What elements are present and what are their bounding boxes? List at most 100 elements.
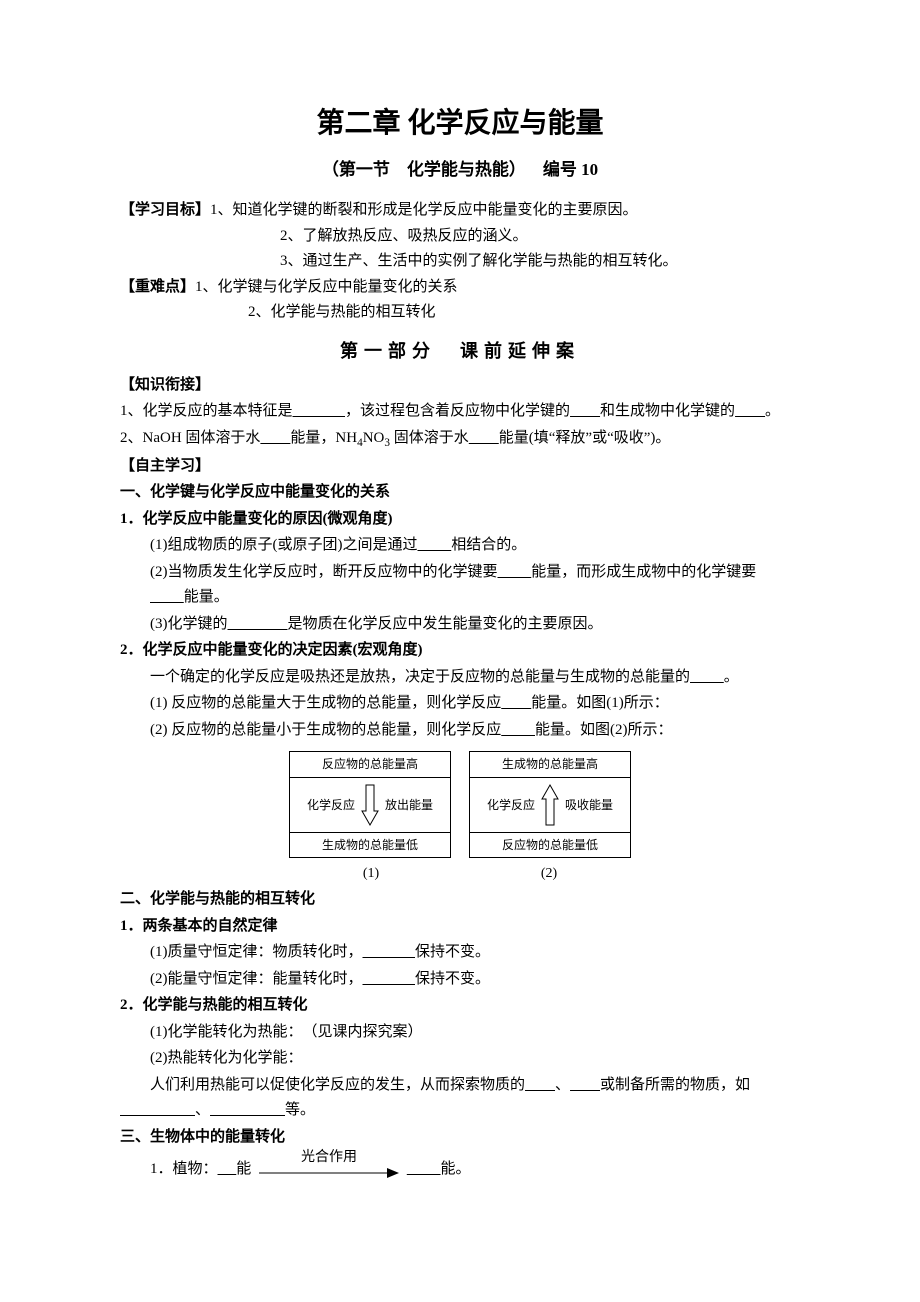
- q1-b: ，该过程包含着反应物中化学键的: [345, 403, 570, 419]
- subtitle-row: （第一节 化学能与热能） 编号 10: [120, 156, 800, 185]
- arrow-down-icon: [361, 783, 379, 827]
- q2-d: 能量(填“释放”或“吸收”)。: [499, 430, 671, 446]
- sec2-head: 二、化学能与热能的相互转化: [120, 887, 800, 913]
- diagram-1: 反应物的总能量高 化学反应 放出能量 生成物的总能量低: [289, 751, 451, 858]
- blank: [735, 403, 765, 419]
- p1-1b: 相结合的。: [451, 537, 526, 553]
- d1-right: 放出能量: [385, 795, 433, 815]
- conv1: (1)化学能转化为热能： （见课内探究案）: [120, 1020, 800, 1046]
- diagram-2: 生成物的总能量高 化学反应 吸收能量 反应物的总能量低: [469, 751, 631, 858]
- conv-txt: 人们利用热能可以促使化学反应的发生，从而探索物质的 、 或制备所需的物质，如 、…: [120, 1073, 800, 1124]
- p2-1a: (1) 反应物的总能量大于生成物的总能量，则化学反应: [150, 695, 501, 711]
- p1-1a: (1)组成物质的原子(或原子团)之间是通过: [150, 537, 417, 553]
- p1-3a: (3)化学键的: [150, 616, 228, 632]
- conv-txt-e: 等。: [285, 1102, 315, 1118]
- p1-3: (3)化学键的 是物质在化学反应中发生能量变化的主要原因。: [120, 612, 800, 638]
- p2-2: (2) 反应物的总能量小于生成物的总能量，则化学反应 能量。如图(2)所示：: [120, 718, 800, 744]
- conv-txt-b: 、: [555, 1077, 570, 1093]
- blank: [120, 1102, 195, 1118]
- bio-a: 1．植物：: [150, 1161, 218, 1177]
- blank: [469, 430, 499, 446]
- goal-2: 2、了解放热反应、吸热反应的涵义。: [120, 224, 800, 250]
- bio-line: 1．植物： 能 光合作用 能。: [120, 1151, 800, 1189]
- p2-2b: 能量。如图(2)所示：: [535, 722, 673, 738]
- blank: [690, 669, 724, 685]
- diagram-labels: (1) (2): [120, 862, 800, 886]
- d2-label: (2): [469, 862, 629, 886]
- blank: [293, 403, 346, 419]
- p2-1b: 能量。如图(1)所示：: [531, 695, 669, 711]
- bio-c: 能。: [441, 1161, 471, 1177]
- p2-txt-a: 一个确定的化学反应是吸热还是放热，决定于反应物的总能量与生成物的总能量的: [150, 669, 690, 685]
- blank: [501, 722, 535, 738]
- d2-top: 生成物的总能量高: [470, 752, 630, 777]
- blank: [570, 1077, 600, 1093]
- learning-goals: 【学习目标】1、知道化学键的断裂和形成是化学反应中能量变化的主要原因。 2、了解…: [120, 198, 800, 275]
- conv-txt-d: 、: [195, 1102, 210, 1118]
- q2-b: 能量，NH: [290, 430, 357, 446]
- d2-bottom: 反应物的总能量低: [470, 832, 630, 857]
- p1-2b: 能量，而形成生成物中的化学键要: [531, 564, 756, 580]
- p2-2a: (2) 反应物的总能量小于生成物的总能量，则化学反应: [150, 722, 501, 738]
- arrow-right-icon: [259, 1163, 399, 1189]
- law1: (1)质量守恒定律：物质转化时， 保持不变。: [120, 940, 800, 966]
- p2-1: (1) 反应物的总能量大于生成物的总能量，则化学反应 能量。如图(1)所示：: [120, 691, 800, 717]
- p1-1: (1)组成物质的原子(或原子团)之间是通过 相结合的。: [120, 533, 800, 559]
- q2-b2: NO: [363, 430, 385, 446]
- photosynthesis-arrow: 光合作用: [259, 1151, 399, 1189]
- conv-txt-c: 或制备所需的物质，如: [600, 1077, 750, 1093]
- arrow-up-icon: [541, 783, 559, 827]
- self-head: 【自主学习】: [120, 454, 800, 480]
- q1-d: 。: [765, 403, 780, 419]
- p1-2c: 能量。: [184, 589, 229, 605]
- q1-c: 和生成物中化学键的: [600, 403, 735, 419]
- conv-head: 2．化学能与热能的相互转化: [120, 993, 800, 1019]
- law2b: 保持不变。: [415, 971, 490, 987]
- subtitle-paren: （第一节 化学能与热能）: [322, 160, 526, 179]
- blank: [525, 1077, 555, 1093]
- d2-right: 吸收能量: [565, 795, 613, 815]
- difficulties: 【重难点】1、化学键与化学反应中能量变化的关系 2、化学能与热能的相互转化: [120, 275, 800, 326]
- blank: [363, 944, 416, 960]
- sec1-head: 一、化学键与化学反应中能量变化的关系: [120, 480, 800, 506]
- diff-2: 2、化学能与热能的相互转化: [120, 300, 800, 326]
- energy-diagrams: 反应物的总能量高 化学反应 放出能量 生成物的总能量低 生成物的总能量高 化学反…: [120, 751, 800, 858]
- q2-a: 2、NaOH 固体溶于水: [120, 430, 260, 446]
- sec3-head: 三、生物体中的能量转化: [120, 1125, 800, 1151]
- blank: [260, 430, 290, 446]
- law2a: (2)能量守恒定律：能量转化时，: [150, 971, 363, 987]
- blank: [218, 1161, 237, 1177]
- blank: [417, 537, 451, 553]
- subtitle-number: 编号 10: [543, 160, 598, 179]
- q1-a: 1、化学反应的基本特征是: [120, 403, 293, 419]
- part1-title: 第一部分 课前延伸案: [120, 336, 800, 367]
- d1-label: (1): [291, 862, 451, 886]
- law1b: 保持不变。: [415, 944, 490, 960]
- p1-2: (2)当物质发生化学反应时，断开反应物中的化学键要 能量，而形成生成物中的化学键…: [120, 560, 800, 611]
- law1a: (1)质量守恒定律：物质转化时，: [150, 944, 363, 960]
- d2-left: 化学反应: [487, 795, 535, 815]
- p2-head: 2．化学反应中能量变化的决定因素(宏观角度): [120, 638, 800, 664]
- d1-left: 化学反应: [307, 795, 355, 815]
- conv2: (2)热能转化为化学能：: [120, 1046, 800, 1072]
- blank: [150, 589, 184, 605]
- p2-txt-b: 。: [724, 669, 739, 685]
- bridge-head: 【知识衔接】: [120, 373, 800, 399]
- diff-1: 1、化学键与化学反应中能量变化的关系: [195, 279, 458, 295]
- p1-3b: 是物质在化学反应中发生能量变化的主要原因。: [288, 616, 603, 632]
- bridge-q2: 2、NaOH 固体溶于水 能量，NH4NO3 固体溶于水 能量(填“释放”或“吸…: [120, 426, 800, 453]
- law2: (2)能量守恒定律：能量转化时， 保持不变。: [120, 967, 800, 993]
- goals-head: 【学习目标】: [120, 202, 210, 218]
- blank: [407, 1161, 441, 1177]
- blank: [363, 971, 416, 987]
- law-head: 1．两条基本的自然定律: [120, 914, 800, 940]
- blank: [228, 616, 288, 632]
- goal-1: 1、知道化学键的断裂和形成是化学反应中能量变化的主要原因。: [210, 202, 638, 218]
- diff-head: 【重难点】: [120, 279, 195, 295]
- blank: [210, 1102, 285, 1118]
- page-title: 第二章 化学反应与能量: [120, 100, 800, 148]
- p2-txt: 一个确定的化学反应是吸热还是放热，决定于反应物的总能量与生成物的总能量的 。: [120, 665, 800, 691]
- blank: [501, 695, 531, 711]
- bio-b: 能: [236, 1161, 251, 1177]
- d1-top: 反应物的总能量高: [290, 752, 450, 777]
